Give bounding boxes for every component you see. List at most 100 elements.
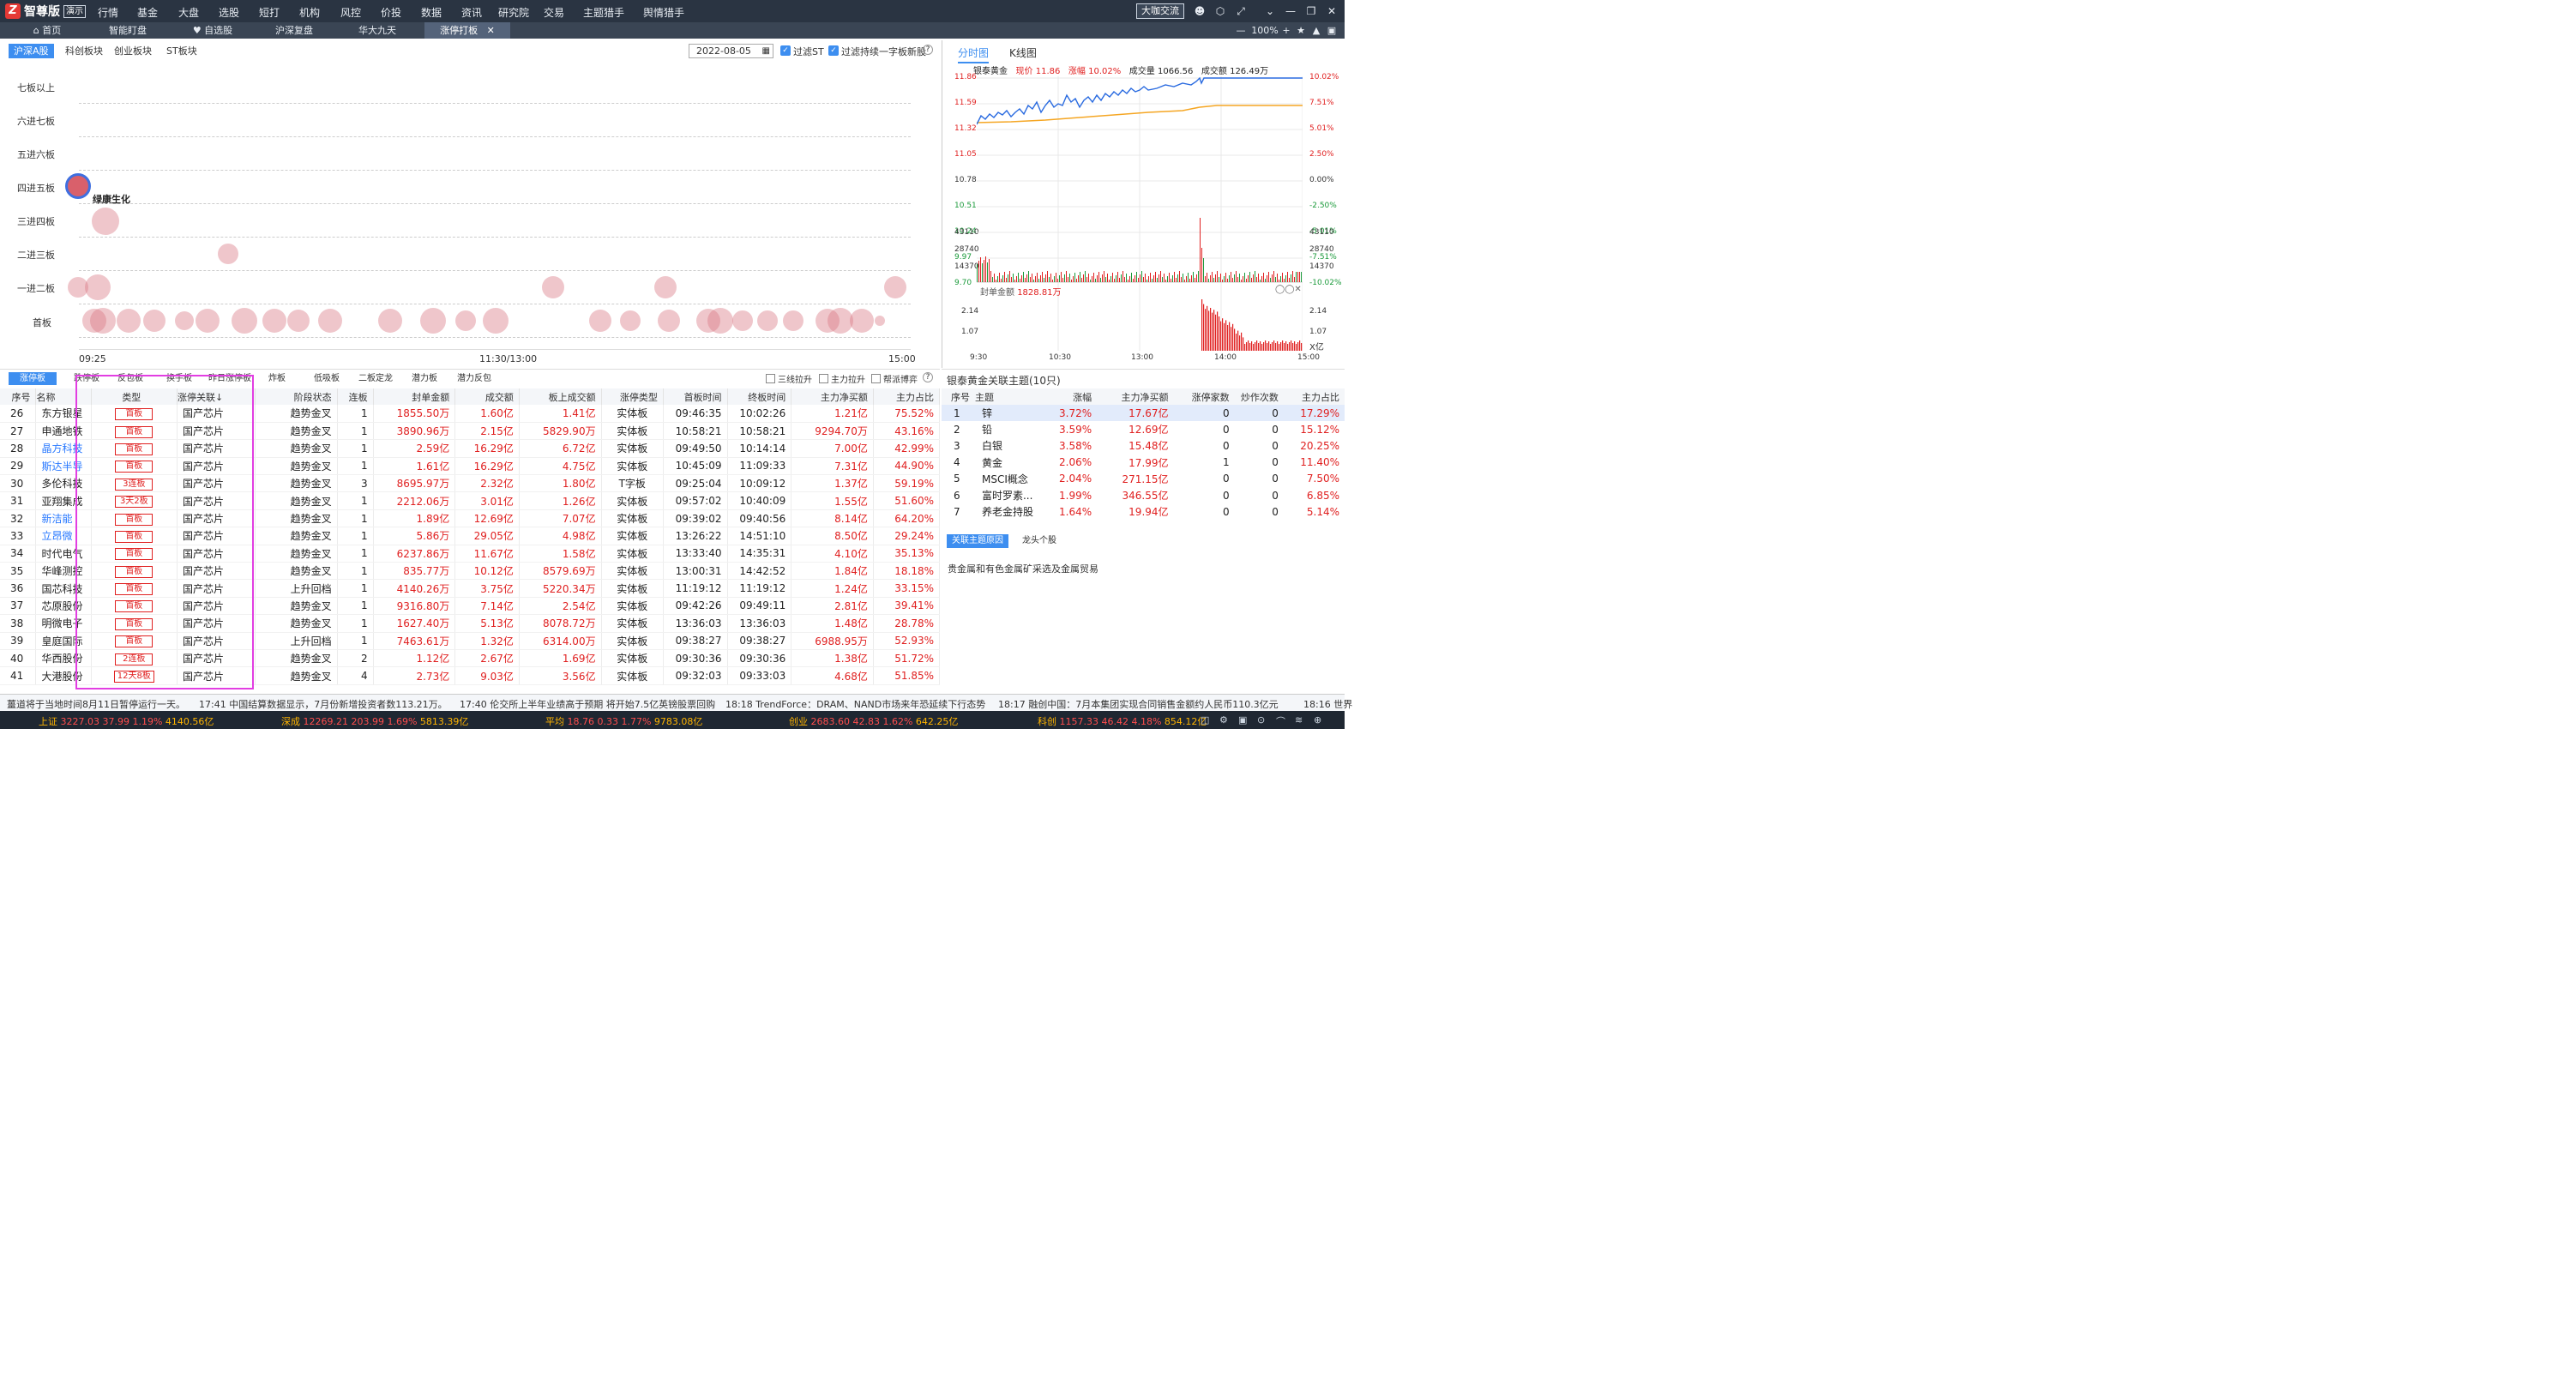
- menu-item[interactable]: 主题猎手: [583, 7, 625, 19]
- tab-star-board[interactable]: 科创板块: [65, 45, 103, 57]
- menu-item[interactable]: 数据: [421, 7, 442, 19]
- column-header[interactable]: 主力占比: [1283, 388, 1345, 405]
- stock-bubble[interactable]: [828, 308, 853, 334]
- tab-reverse[interactable]: 反包板: [117, 374, 143, 383]
- menu-item[interactable]: 行情: [98, 7, 119, 19]
- table-row[interactable]: 39 皇庭国际 首板 国产芯片 上升回档 1 7463.61万 1.32亿 6314.00万 实体…: [0, 632, 941, 650]
- column-header[interactable]: 名称: [35, 388, 92, 405]
- zoom-in-icon[interactable]: +: [1282, 25, 1291, 36]
- toolbar-icon[interactable]: ⊕: [1314, 714, 1322, 726]
- table-row[interactable]: 36 国芯科技 首板 国产芯片 上升回档 1 4140.26万 3.75亿 5220.34万 实体…: [0, 579, 941, 598]
- help-icon[interactable]: ?: [923, 45, 933, 55]
- tab-limit-down[interactable]: 跌停板: [74, 374, 99, 383]
- table-row[interactable]: 33 立昂微 首板 国产芯片 趋势金叉 1 5.86万 29.05亿 4.98亿 实体板 13:26…: [0, 527, 941, 545]
- minimize-icon[interactable]: —: [1285, 5, 1296, 17]
- stock-bubble[interactable]: [175, 311, 194, 330]
- stock-bubble[interactable]: [757, 310, 778, 331]
- table-row[interactable]: 5 MSCI概念 2.04% 271.15亿 0 0 7.50%: [942, 471, 1345, 487]
- chart-controls-icon[interactable]: ◯◯✕: [1275, 285, 1302, 294]
- table-row[interactable]: 32 新洁能 首板 国产芯片 趋势金叉 1 1.89亿 12.69亿 7.07亿 实体板 09:39…: [0, 509, 941, 528]
- stock-bubble[interactable]: [90, 308, 116, 334]
- tab-potential[interactable]: 潜力板: [412, 374, 437, 383]
- table-row[interactable]: 41 大港股份 12天8板 国产芯片 趋势金叉 4 2.73亿 9.03亿 3.56亿 实体板 09…: [0, 666, 941, 685]
- menu-item[interactable]: 交易: [544, 7, 565, 19]
- tab-home[interactable]: ⌂ 首页: [33, 25, 62, 36]
- menu-item[interactable]: 机构: [299, 7, 321, 19]
- index-item[interactable]: 上证 3227.03 37.99 1.19% 4140.56亿: [39, 714, 214, 728]
- stock-bubble[interactable]: [262, 309, 286, 333]
- column-header[interactable]: 主力占比: [873, 388, 941, 405]
- table-row[interactable]: 7 养老金持股 1.64% 19.94亿 0 0 5.14%: [942, 503, 1345, 520]
- table-row[interactable]: 28 晶方科技 首板 国产芯片 趋势金叉 1 2.59亿 16.29亿 6.72亿 实体板 09:4…: [0, 439, 941, 458]
- menu-item[interactable]: 大盘: [178, 7, 200, 19]
- close-tab-icon[interactable]: ✕: [486, 25, 495, 36]
- table-row[interactable]: 29 斯达半导 首板 国产芯片 趋势金叉 1 1.61亿 16.29亿 4.75亿 实体板 10:4…: [0, 457, 941, 476]
- toolbar-icon[interactable]: ◫: [1201, 714, 1210, 726]
- menu-item[interactable]: 资讯: [461, 7, 483, 19]
- date-picker[interactable]: 2022-08-05 ▦: [689, 44, 773, 58]
- tab-turnover[interactable]: 换手板: [166, 374, 192, 383]
- tab-kline-chart[interactable]: K线图: [1009, 47, 1037, 59]
- menu-item[interactable]: 基金: [137, 7, 159, 19]
- column-header[interactable]: 主力净买额: [791, 388, 874, 405]
- menu-item[interactable]: 短打: [259, 7, 280, 19]
- stock-bubble[interactable]: [589, 310, 611, 332]
- column-header[interactable]: 主题: [974, 388, 1048, 405]
- zoom-out-icon[interactable]: —: [1236, 25, 1246, 36]
- tab-potential-reverse[interactable]: 潜力反包: [457, 374, 491, 383]
- table-row[interactable]: 4 黄金 2.06% 17.99亿 1 0 11.40%: [942, 455, 1345, 471]
- stock-bubble[interactable]: [816, 309, 840, 333]
- stock-bubble[interactable]: [117, 309, 141, 333]
- tab-stock[interactable]: 华大九天: [358, 25, 396, 36]
- news-item[interactable]: 18:17 融创中国：7月本集团实现合同销售金额约人民币110.3亿元: [998, 699, 1279, 710]
- table-row[interactable]: 3 白银 3.58% 15.48亿 0 0 20.25%: [942, 437, 1345, 454]
- table-row[interactable]: 35 华峰测控 首板 国产芯片 趋势金叉 1 835.77万 10.12亿 8579.69万 实体…: [0, 562, 941, 581]
- stock-bubble[interactable]: [542, 276, 564, 298]
- column-header[interactable]: 终板时间: [727, 388, 792, 405]
- stock-bubble[interactable]: [732, 310, 753, 331]
- table-row[interactable]: 1 锌 3.72% 17.67亿 0 0 17.29%: [942, 405, 1345, 422]
- stock-bubble[interactable]: [85, 274, 111, 300]
- column-header[interactable]: 涨停关联↓: [177, 388, 256, 405]
- news-item[interactable]: 18:18 TrendForce：DRAM、NAND市场来年恐延续下行态势: [725, 699, 986, 710]
- stock-bubble[interactable]: [196, 309, 220, 333]
- tab-limit-up-board[interactable]: 涨停板: [9, 372, 57, 385]
- column-header[interactable]: 炒作次数: [1234, 388, 1284, 405]
- shrink-icon[interactable]: ⤢: [1237, 5, 1245, 17]
- toolbar-icon[interactable]: ⚙: [1219, 714, 1228, 726]
- column-header[interactable]: 涨停类型: [601, 388, 664, 405]
- stock-bubble[interactable]: [378, 309, 402, 333]
- menu-item[interactable]: 风控: [340, 7, 362, 19]
- app-logo[interactable]: Z 智尊版 演示: [5, 3, 86, 20]
- news-item[interactable]: 18:16 世界: [1303, 699, 1353, 710]
- table-row[interactable]: 40 华西股份 2连板 国产芯片 趋势金叉 2 1.12亿 2.67亿 1.69亿 实体板 09:3…: [0, 649, 941, 668]
- settings-icon[interactable]: ⬡: [1215, 5, 1225, 17]
- menu-item[interactable]: 价投: [381, 7, 402, 19]
- table-row[interactable]: 26 东方银星 首板 国产芯片 趋势金叉 1 1855.50万 1.60亿 1.41亿 实体板 09…: [0, 405, 941, 423]
- tab-smart-watch[interactable]: 智能盯盘: [109, 25, 147, 36]
- stock-bubble[interactable]: [620, 310, 641, 331]
- toolbar-icon[interactable]: ⌒: [1276, 716, 1285, 727]
- column-header[interactable]: 成交额: [454, 388, 520, 405]
- stock-bubble[interactable]: [455, 310, 476, 331]
- index-item[interactable]: 科创 1157.33 46.42 4.18% 854.12亿: [1038, 714, 1207, 728]
- news-item[interactable]: 薑道将于当地时间8月11日暂停运行一天。: [7, 699, 185, 710]
- pin-icon[interactable]: ▲: [1312, 25, 1321, 36]
- stock-bubble[interactable]: [82, 309, 106, 333]
- news-item[interactable]: 17:41 中国结算数据显示，7月份新增投资者数113.21万。: [199, 699, 448, 710]
- tab-broken[interactable]: 炸板: [268, 374, 286, 383]
- stock-bubble[interactable]: [875, 316, 885, 326]
- stock-bubble[interactable]: [143, 310, 166, 332]
- stock-bubble[interactable]: [232, 308, 257, 334]
- tab-chinext[interactable]: 创业板块: [114, 45, 152, 57]
- stock-bubble[interactable]: [68, 277, 88, 298]
- tab-low-buy[interactable]: 低吸板: [314, 374, 340, 383]
- stock-bubble[interactable]: [483, 308, 509, 334]
- tab-st[interactable]: ST板块: [166, 45, 197, 57]
- layout-icon[interactable]: ▣: [1327, 25, 1337, 36]
- stock-bubble[interactable]: [658, 310, 680, 332]
- tab-limit-up[interactable]: 涨停打板 ✕: [424, 22, 510, 39]
- column-header[interactable]: 连板: [337, 388, 374, 405]
- chat-button[interactable]: 大咖交流: [1136, 3, 1184, 19]
- stock-bubble[interactable]: [654, 276, 677, 298]
